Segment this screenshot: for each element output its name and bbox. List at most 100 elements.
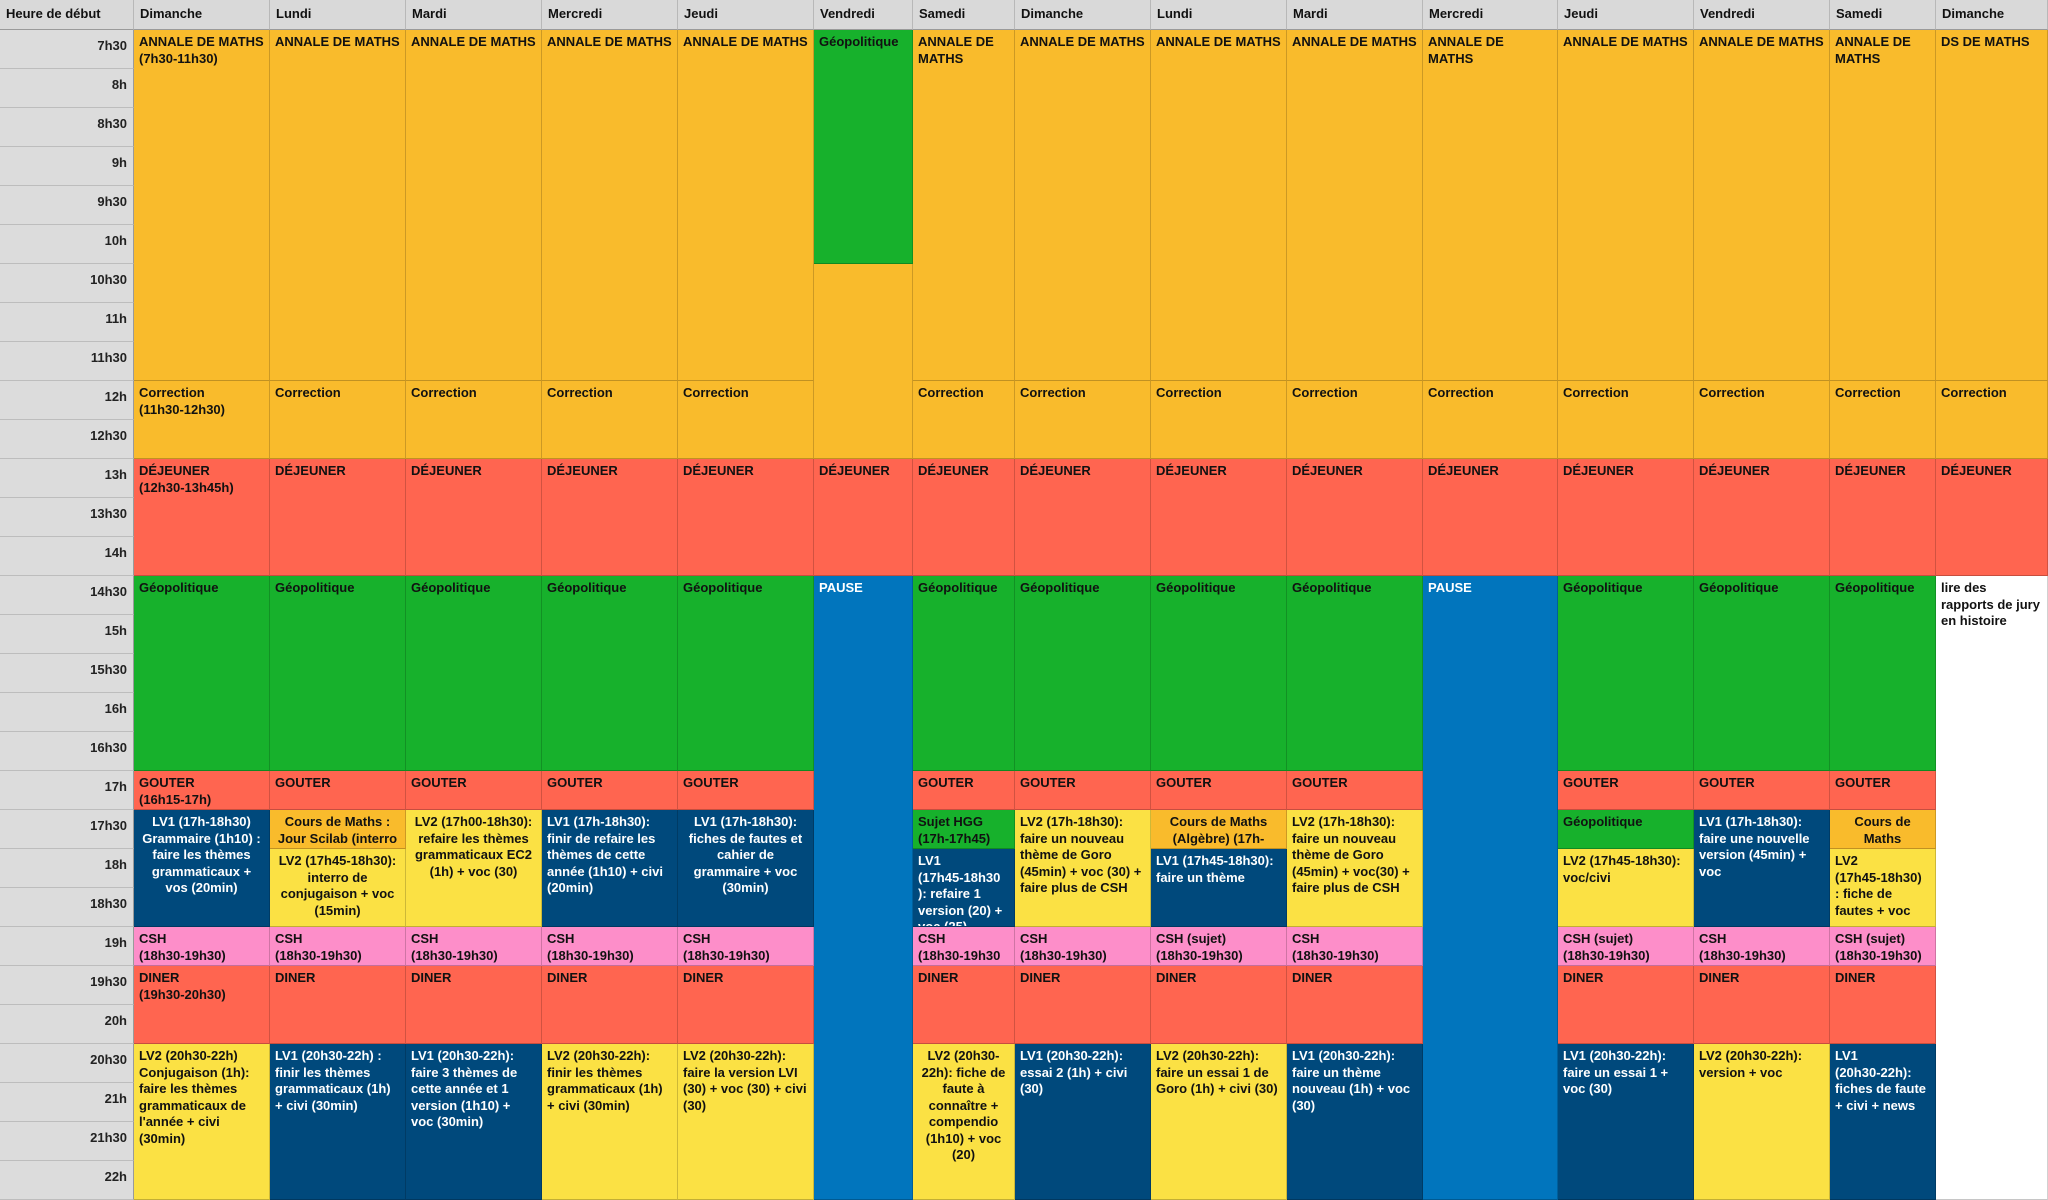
schedule-block[interactable]: DÉJEUNER xyxy=(1287,459,1423,576)
schedule-block[interactable]: DÉJEUNER xyxy=(1558,459,1694,576)
schedule-block[interactable]: GOUTER xyxy=(913,771,1015,810)
schedule-block[interactable]: DÉJEUNER xyxy=(1830,459,1936,576)
schedule-block[interactable]: DINER xyxy=(1694,966,1830,1044)
schedule-block[interactable]: ANNALE DE MATHS xyxy=(1694,30,1830,381)
schedule-block[interactable]: Cours de Maths : Jour Scilab (interro + … xyxy=(270,810,406,849)
schedule-block[interactable]: ANNALE DE MATHS xyxy=(1287,30,1423,381)
schedule-block[interactable]: CSH (18h30-19h30) xyxy=(134,927,270,966)
schedule-block[interactable]: CSH (sujet) (18h30-19h30) xyxy=(1151,927,1287,966)
schedule-block[interactable]: Géopolitique xyxy=(678,576,814,771)
schedule-block[interactable]: DINER xyxy=(913,966,1015,1044)
schedule-block[interactable]: Géopolitique xyxy=(542,576,678,771)
schedule-block[interactable]: LV2 (20h30-22h): version + voc xyxy=(1694,1044,1830,1200)
time-label[interactable]: 12h30 xyxy=(0,420,134,459)
schedule-block[interactable]: Géopolitique xyxy=(1694,576,1830,771)
schedule-block[interactable]: CSH (18h30-19h30) xyxy=(542,927,678,966)
schedule-block[interactable]: Géopolitique xyxy=(270,576,406,771)
schedule-block[interactable]: LV2 (20h30-22h): finir les thèmes gramma… xyxy=(542,1044,678,1200)
day-header[interactable]: Dimanche xyxy=(1936,0,2048,30)
day-header[interactable]: Mardi xyxy=(1287,0,1423,30)
schedule-block[interactable]: DS DE MATHS xyxy=(1936,30,2048,381)
day-header[interactable]: Mercredi xyxy=(1423,0,1558,30)
day-header[interactable]: Samedi xyxy=(913,0,1015,30)
time-label[interactable]: 11h xyxy=(0,303,134,342)
schedule-block[interactable]: GOUTER xyxy=(1151,771,1287,810)
day-header[interactable]: Mercredi xyxy=(542,0,678,30)
schedule-block[interactable]: DÉJEUNER xyxy=(1936,459,2048,576)
schedule-block[interactable]: Correction xyxy=(1287,381,1423,459)
schedule-block[interactable]: CSH (18h30-19h30) xyxy=(270,927,406,966)
time-label[interactable]: 9h30 xyxy=(0,186,134,225)
day-header[interactable]: Samedi xyxy=(1830,0,1936,30)
schedule-block[interactable]: DINER xyxy=(270,966,406,1044)
time-label[interactable]: 9h xyxy=(0,147,134,186)
schedule-block[interactable]: CSH (18h30-19h30) xyxy=(1015,927,1151,966)
schedule-block[interactable]: GOUTER xyxy=(406,771,542,810)
schedule-block[interactable]: CSH (18h30-19h30) xyxy=(1287,927,1423,966)
schedule-block[interactable]: DINER xyxy=(1151,966,1287,1044)
day-header[interactable]: Vendredi xyxy=(814,0,913,30)
schedule-block[interactable]: CSH (18h30-19h30 ) xyxy=(913,927,1015,966)
schedule-block[interactable]: GOUTER xyxy=(270,771,406,810)
day-header[interactable]: Mardi xyxy=(406,0,542,30)
schedule-block[interactable]: LV2 (17h45-18h30) : fiche de fautes + vo… xyxy=(1830,849,1936,927)
day-header[interactable]: Dimanche xyxy=(1015,0,1151,30)
time-label[interactable]: 13h30 xyxy=(0,498,134,537)
schedule-block[interactable]: DINER xyxy=(1015,966,1151,1044)
schedule-block[interactable]: DINER xyxy=(1830,966,1936,1044)
time-label[interactable]: 20h30 xyxy=(0,1044,134,1083)
schedule-block[interactable]: DÉJEUNER xyxy=(814,459,913,576)
schedule-block[interactable]: DINER xyxy=(406,966,542,1044)
schedule-block[interactable]: Correction xyxy=(1151,381,1287,459)
schedule-block[interactable]: Géopolitique xyxy=(134,576,270,771)
schedule-block[interactable]: Correction xyxy=(542,381,678,459)
time-label[interactable]: 19h30 xyxy=(0,966,134,1005)
time-label[interactable]: 14h xyxy=(0,537,134,576)
header-corner[interactable]: Heure de début xyxy=(0,0,134,30)
schedule-block[interactable]: Correction xyxy=(1423,381,1558,459)
time-label[interactable]: 11h30 xyxy=(0,342,134,381)
schedule-block[interactable]: Géopolitique xyxy=(1830,576,1936,771)
schedule-block[interactable]: DÉJEUNER xyxy=(1694,459,1830,576)
schedule-block[interactable]: LV2 (17h45-18h30): interro de conjugaiso… xyxy=(270,849,406,927)
schedule-block[interactable]: LV1 (17h-18h30) Grammaire (1h10) : faire… xyxy=(134,810,270,927)
schedule-block[interactable]: DÉJEUNER (12h30-13h45h) xyxy=(134,459,270,576)
schedule-block[interactable]: Correction xyxy=(913,381,1015,459)
time-label[interactable]: 17h30 xyxy=(0,810,134,849)
schedule-block[interactable]: Correction xyxy=(1558,381,1694,459)
schedule-block[interactable]: LV2 (17h-18h30): faire un nouveau thème … xyxy=(1015,810,1151,927)
schedule-block[interactable]: CSH (sujet) (18h30-19h30) xyxy=(1830,927,1936,966)
schedule-block[interactable]: GOUTER xyxy=(678,771,814,810)
schedule-block[interactable]: LV1 (17h-18h30): finir de refaire les th… xyxy=(542,810,678,927)
schedule-block[interactable]: ANNALE DE MATHS xyxy=(270,30,406,381)
schedule-block[interactable]: ANNALE DE MATHS xyxy=(913,30,1015,381)
day-header[interactable]: Dimanche xyxy=(134,0,270,30)
time-label[interactable]: 13h xyxy=(0,459,134,498)
schedule-block[interactable]: GOUTER xyxy=(1830,771,1936,810)
schedule-block[interactable]: Correction xyxy=(1694,381,1830,459)
schedule-block[interactable]: Géopolitique xyxy=(814,30,913,264)
time-label[interactable]: 15h xyxy=(0,615,134,654)
schedule-block[interactable]: LV1 (20h30-22h): faire un essai 1 + voc … xyxy=(1558,1044,1694,1200)
schedule-block[interactable]: CSH (18h30-19h30) xyxy=(678,927,814,966)
schedule-block[interactable]: ANNALE DE MATHS xyxy=(1830,30,1936,381)
schedule-block[interactable]: ANNALE DE MATHS xyxy=(1151,30,1287,381)
schedule-block[interactable]: LV2 (17h-18h30): faire un nouveau thème … xyxy=(1287,810,1423,927)
time-label[interactable]: 16h xyxy=(0,693,134,732)
schedule-block[interactable]: Géopolitique xyxy=(406,576,542,771)
schedule-block[interactable]: DÉJEUNER xyxy=(1151,459,1287,576)
time-label[interactable]: 17h xyxy=(0,771,134,810)
schedule-block[interactable]: LV1 (20h30-22h) : finir les thèmes gramm… xyxy=(270,1044,406,1200)
time-label[interactable]: 10h30 xyxy=(0,264,134,303)
time-label[interactable]: 21h xyxy=(0,1083,134,1122)
schedule-block[interactable]: DINER (19h30-20h30) xyxy=(134,966,270,1044)
schedule-block[interactable]: Cours de Maths (Analyse: croissance comp… xyxy=(1830,810,1936,849)
schedule-block[interactable]: Correction xyxy=(270,381,406,459)
schedule-block[interactable]: GOUTER xyxy=(542,771,678,810)
schedule-block[interactable] xyxy=(814,264,913,459)
schedule-block[interactable]: GOUTER (16h15-17h) xyxy=(134,771,270,810)
schedule-block[interactable]: GOUTER xyxy=(1015,771,1151,810)
schedule-block[interactable]: CSH (18h30-19h30) xyxy=(406,927,542,966)
time-label[interactable]: 8h xyxy=(0,69,134,108)
schedule-block[interactable]: Géopolitique xyxy=(913,576,1015,771)
